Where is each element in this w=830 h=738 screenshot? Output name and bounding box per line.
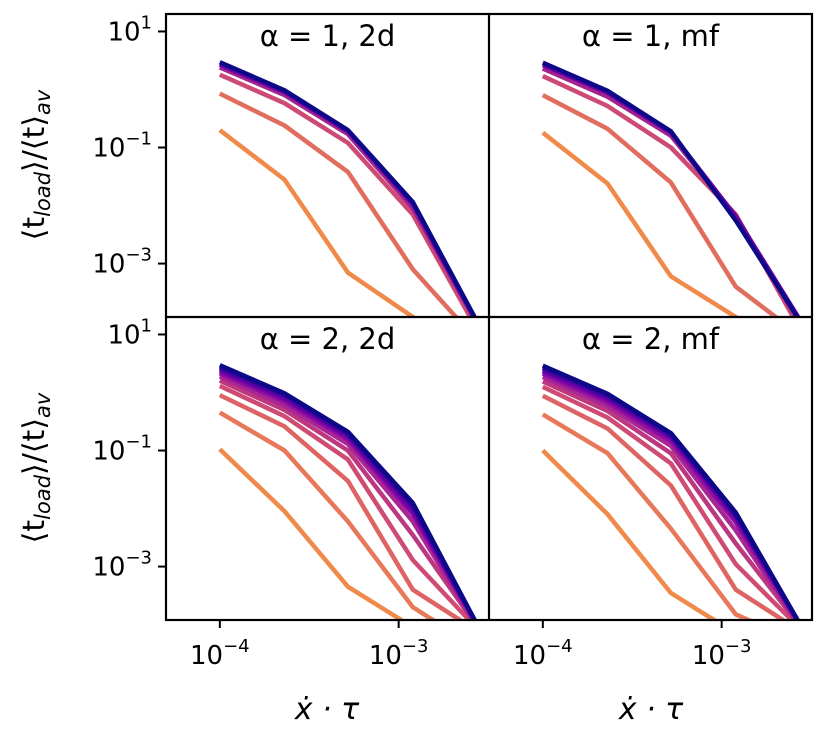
panel-3-series-2-line <box>541 393 788 620</box>
panel-2-series-0-line <box>218 447 406 620</box>
panel-1-series-4-line <box>541 62 801 317</box>
panel-1-series-1-line <box>541 93 780 317</box>
panel-3-series-3-line <box>541 384 795 620</box>
panel-2-series-1-line <box>218 410 437 620</box>
panel-2-title: α = 2, 2d <box>260 322 396 356</box>
panel-0-series-1-line <box>218 91 459 317</box>
panel-2-series-4-line <box>218 378 476 620</box>
y-tick-label-1-0: 101 <box>107 315 152 350</box>
x-tick-label-0-1: 10−3 <box>369 636 429 671</box>
panel-0-series-3-line <box>218 65 476 317</box>
panel-3-plot-area <box>541 363 801 620</box>
x-tick-label-0-0: 10−4 <box>190 636 250 671</box>
y-axis-label-bottom: ⟨tload⟩/⟨t⟩av <box>17 392 55 543</box>
panel-1-plot-area <box>541 60 801 317</box>
y-tick-label-0-1: 10−1 <box>92 129 152 164</box>
panel-2-series-10-line <box>218 363 478 620</box>
panel-2-series-3-line <box>218 383 473 620</box>
panel-3-series-1-line <box>541 412 755 620</box>
panel-1-title: α = 1, mf <box>582 19 720 53</box>
panel-3-series-5-line <box>541 374 799 620</box>
y-tick-label-1-1: 10−1 <box>92 432 152 467</box>
panel-0-series-2-line <box>218 72 473 317</box>
axes-frame <box>164 12 814 622</box>
y-tick-label-0-2: 10−3 <box>92 245 152 280</box>
panel-2-series-2-line <box>218 393 465 620</box>
panel-2-series-5-line <box>218 374 476 620</box>
panel-0-series-5-line <box>218 60 478 317</box>
x-axis-label-left: ẋ · τ <box>294 692 360 727</box>
axes-layer: α = 1, 2d α = 1, mf α = 2, 2d α = 2, mf 101 1… <box>92 12 814 671</box>
panel-3-title: α = 2, mf <box>582 322 720 356</box>
panel-0-title: α = 1, 2d <box>260 19 396 53</box>
y-axis-label-top: ⟨tload⟩/⟨t⟩av <box>17 89 55 240</box>
x-tick-label-1-0: 10−4 <box>513 636 573 671</box>
panel-3-series-10-line <box>541 363 801 620</box>
x-axis-label-right: ẋ · τ <box>618 692 684 727</box>
panel-1-series-0-line <box>541 130 741 317</box>
panel-3-series-0-line <box>541 448 719 620</box>
panel-3-series-4-line <box>541 379 799 620</box>
panel-0-series-4-line <box>218 62 477 317</box>
panel-1-series-5-line <box>541 60 801 317</box>
panels-layer <box>218 60 801 620</box>
panel-0-series-0-line <box>218 128 417 317</box>
y-tick-label-0-0: 101 <box>107 12 152 47</box>
panel-0-plot-area <box>218 60 478 317</box>
x-tick-label-1-1: 10−3 <box>692 636 752 671</box>
panel-2-plot-area <box>218 363 478 620</box>
panel-1-series-3-line <box>541 66 799 317</box>
y-tick-label-1-2: 10−3 <box>92 548 152 583</box>
panel-3-series-7-line <box>541 369 801 620</box>
